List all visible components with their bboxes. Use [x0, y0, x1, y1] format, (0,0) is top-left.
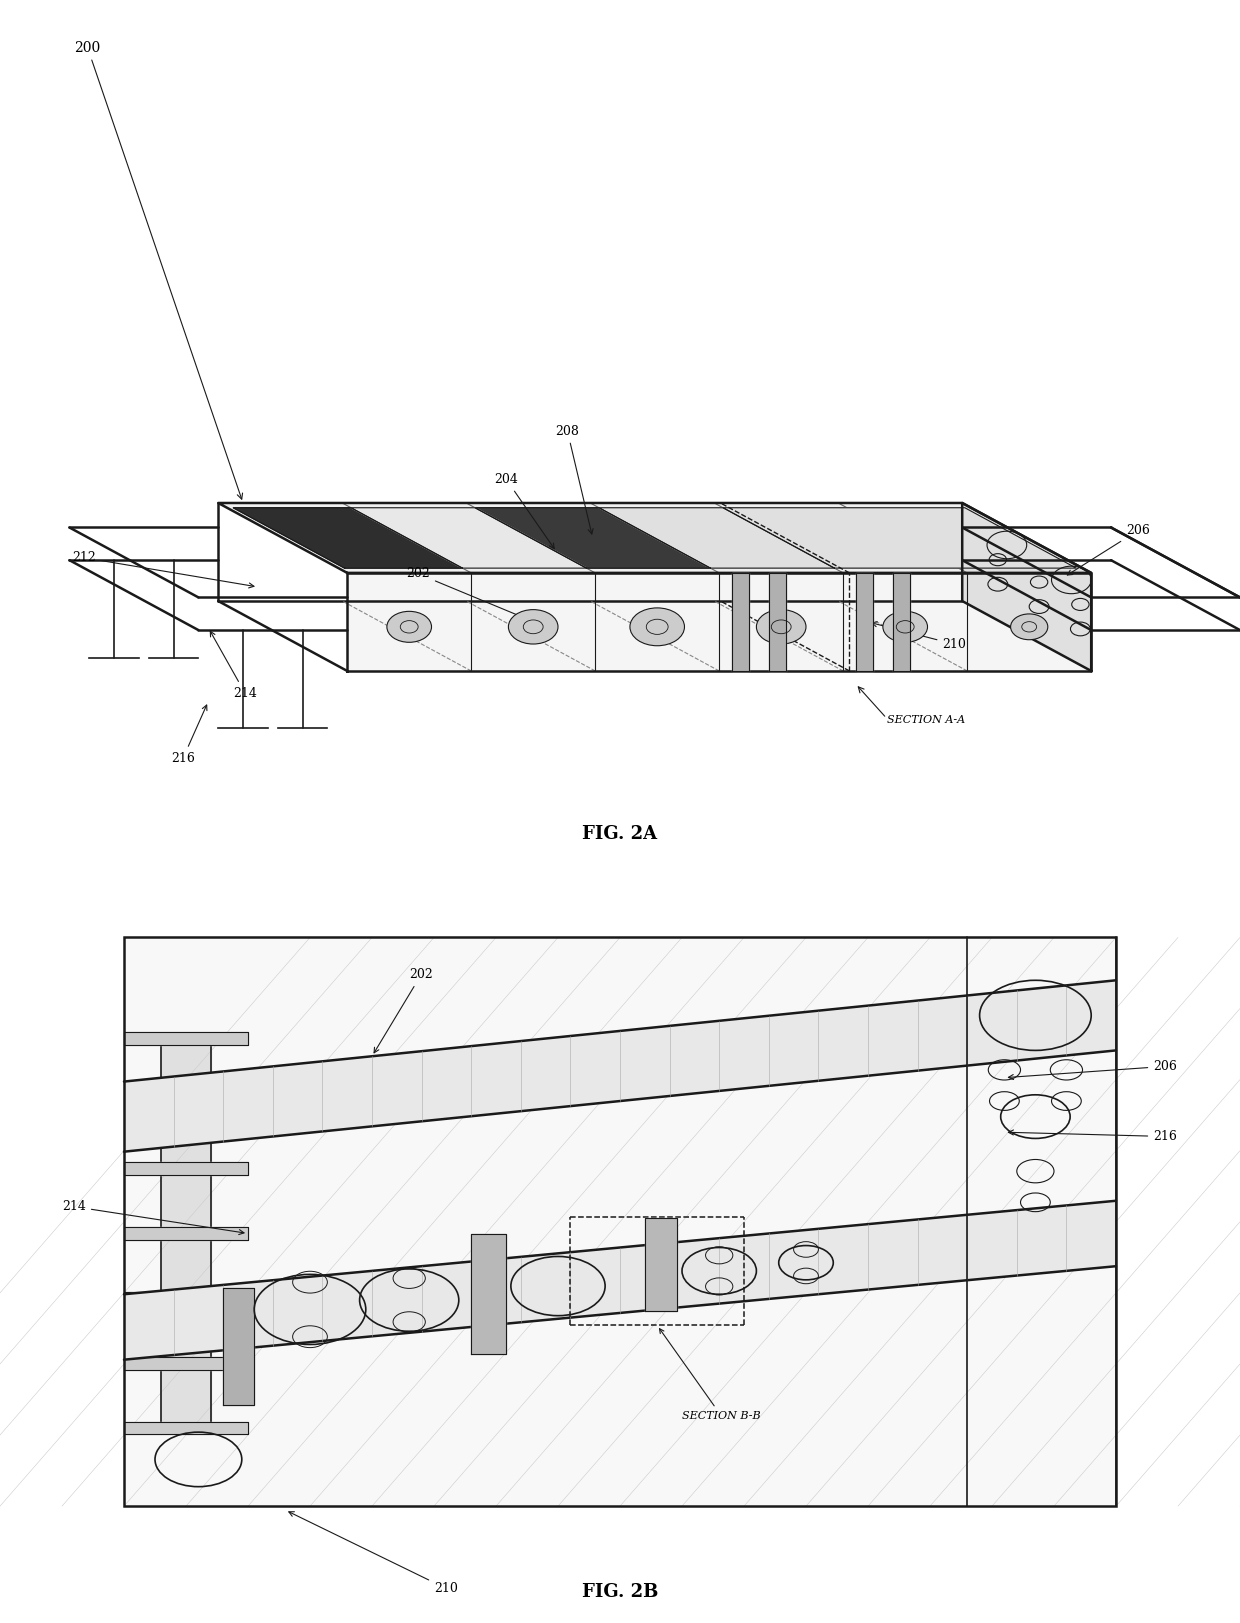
Text: 212: 212 [72, 552, 254, 588]
Polygon shape [124, 1422, 248, 1435]
Polygon shape [124, 980, 1116, 1152]
Polygon shape [599, 508, 835, 568]
Polygon shape [732, 573, 749, 670]
Polygon shape [856, 573, 873, 670]
Polygon shape [893, 573, 910, 670]
Text: 210: 210 [872, 622, 966, 651]
Text: 200: 200 [74, 41, 243, 500]
Text: 202: 202 [407, 568, 527, 620]
Polygon shape [769, 573, 786, 670]
Text: 216: 216 [1008, 1130, 1177, 1143]
Polygon shape [723, 508, 1076, 568]
Text: SECTION B-B: SECTION B-B [660, 1329, 760, 1420]
Polygon shape [475, 508, 711, 568]
Polygon shape [218, 503, 1091, 573]
Polygon shape [351, 508, 587, 568]
Polygon shape [124, 1357, 248, 1370]
Circle shape [630, 609, 684, 646]
Circle shape [1011, 613, 1048, 639]
Circle shape [756, 610, 806, 644]
Polygon shape [223, 1289, 254, 1406]
Polygon shape [124, 1162, 248, 1175]
Polygon shape [124, 1032, 248, 1045]
Circle shape [883, 612, 928, 643]
Text: FIG. 2B: FIG. 2B [582, 1582, 658, 1600]
Polygon shape [124, 938, 1116, 1506]
Text: 204: 204 [495, 472, 554, 549]
Polygon shape [471, 1233, 506, 1354]
Text: 208: 208 [556, 425, 593, 534]
Text: 216: 216 [171, 704, 207, 764]
Polygon shape [161, 1039, 211, 1428]
Polygon shape [962, 503, 1091, 670]
Text: 214: 214 [211, 631, 257, 700]
Circle shape [508, 610, 558, 644]
Text: 210: 210 [289, 1511, 458, 1595]
Polygon shape [124, 1097, 248, 1110]
Polygon shape [347, 573, 1091, 670]
Polygon shape [233, 508, 463, 568]
Circle shape [387, 612, 432, 643]
Polygon shape [124, 1227, 248, 1240]
Text: SECTION A-A: SECTION A-A [887, 714, 965, 724]
Polygon shape [124, 1292, 248, 1305]
Bar [124, 938, 1116, 1506]
Text: FIG. 2A: FIG. 2A [583, 826, 657, 844]
Text: 202: 202 [374, 969, 433, 1053]
Text: 206: 206 [1008, 1060, 1177, 1079]
Polygon shape [645, 1217, 677, 1311]
Text: 214: 214 [62, 1199, 244, 1235]
Polygon shape [124, 1201, 1116, 1360]
Text: 206: 206 [1068, 524, 1149, 575]
